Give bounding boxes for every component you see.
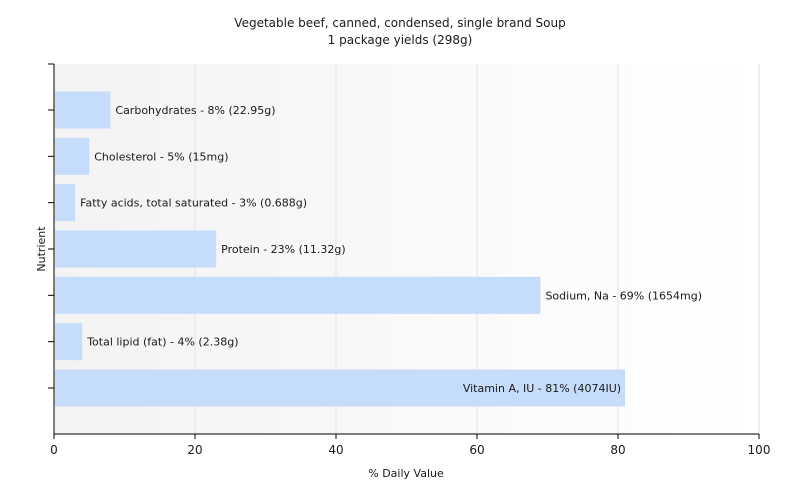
bar-label: Vitamin A, IU - 81% (4074IU) bbox=[463, 382, 621, 395]
y-axis-title: Nutrient bbox=[35, 226, 48, 272]
chart-subtitle: 1 package yields (298g) bbox=[328, 33, 473, 47]
bar bbox=[55, 91, 111, 129]
chart-title: Vegetable beef, canned, condensed, singl… bbox=[234, 16, 565, 30]
x-tick-label: 100 bbox=[748, 443, 771, 457]
x-tick-label: 60 bbox=[469, 443, 484, 457]
x-axis-title: % Daily Value bbox=[368, 467, 444, 480]
x-tick-label: 20 bbox=[187, 443, 202, 457]
bar-label: Total lipid (fat) - 4% (2.38g) bbox=[86, 336, 238, 349]
bar-label: Fatty acids, total saturated - 3% (0.688… bbox=[80, 197, 307, 210]
bar bbox=[55, 230, 217, 268]
x-tick-label: 40 bbox=[328, 443, 343, 457]
bar-label: Protein - 23% (11.32g) bbox=[221, 243, 346, 256]
bars bbox=[55, 91, 626, 407]
bar bbox=[55, 276, 541, 314]
x-tick-label: 0 bbox=[50, 443, 58, 457]
bar-label: Sodium, Na - 69% (1654mg) bbox=[545, 289, 702, 302]
bar-labels: Carbohydrates - 8% (22.95g) Cholesterol -… bbox=[80, 104, 702, 395]
bar-label: Carbohydrates - 8% (22.95g) bbox=[115, 104, 275, 117]
bar bbox=[55, 137, 90, 175]
bar bbox=[55, 184, 76, 222]
axes: 0 20 40 60 80 100 bbox=[48, 63, 771, 457]
x-tick-label: 80 bbox=[610, 443, 625, 457]
bar-label: Cholesterol - 5% (15mg) bbox=[94, 150, 228, 163]
bar bbox=[55, 323, 83, 361]
bar bbox=[55, 369, 626, 407]
